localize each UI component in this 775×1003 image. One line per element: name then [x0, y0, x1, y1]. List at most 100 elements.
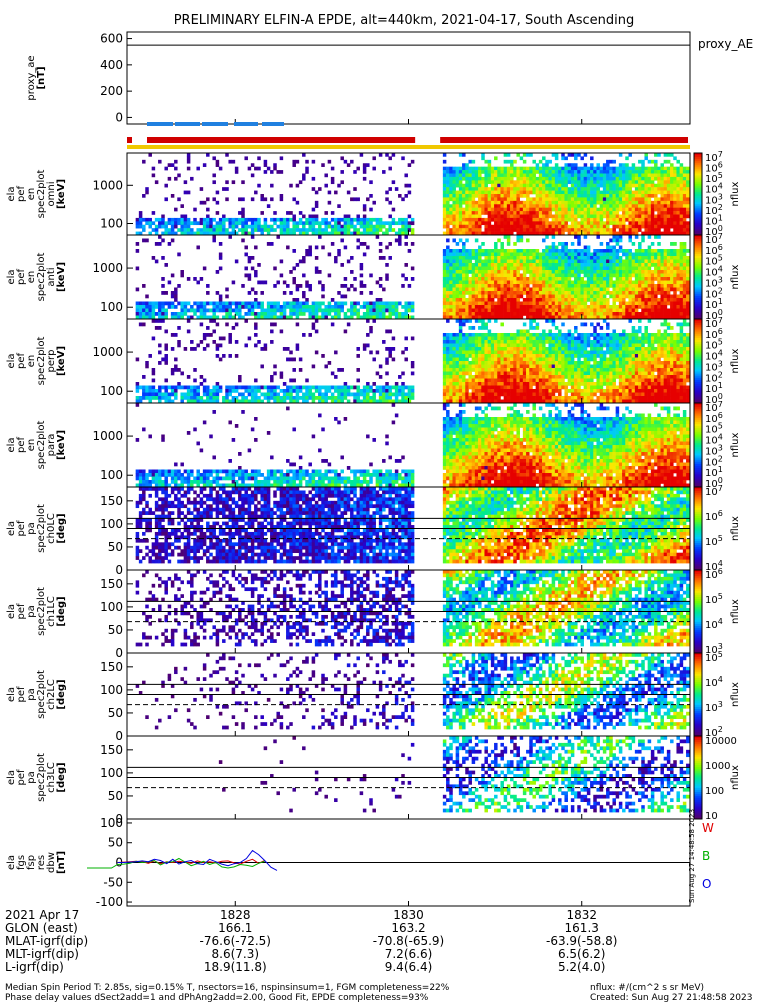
orbit-row-value: 9.4(6.4): [385, 961, 433, 974]
epd-status-red: [440, 137, 688, 143]
panel-6-ytick-label: 150: [100, 577, 123, 591]
panel-3-ytick-label: 1000: [92, 345, 123, 359]
panel-7-ytick-label: 50: [108, 706, 123, 720]
panel-2-heatmap: [136, 235, 690, 319]
panel-7-ytick-label: 0: [115, 729, 123, 743]
panel-8-ytick-label: 150: [100, 743, 123, 757]
panel-5-ytick-label: 100: [100, 517, 123, 531]
panel-8-colorbar-label: nflux: [730, 765, 741, 790]
panel-3-ytick-label: 100: [100, 384, 123, 398]
status-stripes: [127, 122, 690, 149]
panel-4-heatmap: [136, 403, 690, 487]
panel-4-ylabel-line: [keV]: [56, 430, 67, 460]
panel-5-ylabel-line: [deg]: [56, 513, 67, 543]
panel-0-frame: [127, 32, 690, 124]
panel-9-ylabel-line: [nT]: [56, 851, 67, 874]
panel-4-ytick-label: 100: [100, 468, 123, 482]
side-stamp: Sun Aug 27 14:48:58 2023: [688, 809, 696, 903]
panel-7-colorbar-tick: 103: [705, 700, 723, 714]
orbit-row-value: 18.9(11.8): [204, 961, 267, 974]
dbw-legend-B: B: [702, 849, 710, 863]
panel-2-ytick-label: 100: [100, 300, 123, 314]
panel-7-ytick-label: 150: [100, 660, 123, 674]
panel-3-heatmap: [136, 319, 690, 403]
panel-0-ytick-label: 200: [100, 84, 123, 98]
proxy-ae-legend: proxy_AE: [698, 37, 753, 51]
panel-1-ytick-label: 100: [100, 216, 123, 230]
panel-5-ytick-label: 0: [115, 563, 123, 577]
panel-2-colorbar-label: nflux: [730, 264, 741, 289]
epd-status-yellow: [127, 145, 690, 149]
panel-0-ylabel-line: [nT]: [36, 66, 47, 89]
panel-6-colorbar-tick: 104: [705, 617, 723, 631]
panel-6-colorbar-label: nflux: [730, 599, 741, 624]
panel-8-ytick-label: 50: [108, 789, 123, 803]
panel-0-ytick-label: 600: [100, 32, 123, 46]
panel-5-ytick-label: 50: [108, 540, 123, 554]
epd-status-red: [127, 137, 132, 143]
panel-9-ytick-label: 100: [100, 816, 123, 830]
panel-6-ytick-label: 0: [115, 646, 123, 660]
fgm-segment: [202, 122, 228, 126]
panel-0-ytick-label: 0: [115, 110, 123, 124]
panel-8-colorbar-tick: 1000: [705, 761, 730, 772]
panel-7-colorbar-label: nflux: [730, 682, 741, 707]
panel-1-heatmap: [136, 153, 690, 235]
panel-5-colorbar-tick: 105: [705, 534, 723, 548]
panel-3-ylabel-line: [keV]: [56, 346, 67, 376]
panel-2-ytick-label: 1000: [92, 261, 123, 275]
panel-1-colorbar-label: nflux: [730, 181, 741, 206]
fgm-segment: [147, 122, 173, 126]
panel-1-ytick-label: 1000: [92, 178, 123, 192]
panel-6-ylabel-line: [deg]: [56, 596, 67, 626]
panel-9-ytick-label: -50: [103, 875, 123, 889]
flux-units: nflux: #/(cm^2 s sr MeV): [590, 983, 704, 993]
panel-5-colorbar-tick: 107: [705, 484, 723, 498]
orbit-row-value: 5.2(4.0): [558, 961, 606, 974]
dbw-legend-O: O: [702, 877, 711, 891]
panel-6-colorbar-tick: 106: [705, 567, 723, 581]
panel-5-ytick-label: 150: [100, 494, 123, 508]
panel-7-ytick-label: 100: [100, 683, 123, 697]
panel-4-ytick-label: 1000: [92, 429, 123, 443]
figure-title: PRELIMINARY ELFIN-A EPDE, alt=440km, 202…: [174, 13, 635, 28]
panel-5-colorbar-label: nflux: [730, 516, 741, 541]
panel-5-colorbar-tick: 106: [705, 509, 723, 523]
fgm-segment: [234, 122, 258, 126]
panel-6-colorbar-tick: 105: [705, 592, 723, 606]
panel-8-colorbar-tick: 100: [705, 786, 724, 797]
panel-3-colorbar-label: nflux: [730, 348, 741, 373]
panel-9-ytick-label: -100: [96, 895, 123, 909]
panel-8-ytick-label: 100: [100, 766, 123, 780]
panel-4-colorbar-label: nflux: [730, 432, 741, 457]
panel-8-colorbar-tick: 10000: [705, 736, 737, 747]
orbit-row-label: L-igrf(dip): [5, 961, 64, 974]
panel-8-ylabel-line: [deg]: [56, 762, 67, 792]
panel-7-colorbar-tick: 104: [705, 675, 723, 689]
epde-figure: PRELIMINARY ELFIN-A EPDE, alt=440km, 202…: [0, 0, 775, 909]
epd-status-red: [147, 137, 415, 143]
panel-0-ylabel: proxy_ae[nT]: [26, 55, 47, 100]
dbw-legend-W: W: [702, 821, 714, 835]
footer-line-2: Phase delay values dSect2add=1 and dPhAn…: [5, 993, 428, 1003]
fgm-segment: [175, 122, 200, 126]
panel-1-ylabel-line: [keV]: [56, 179, 67, 209]
